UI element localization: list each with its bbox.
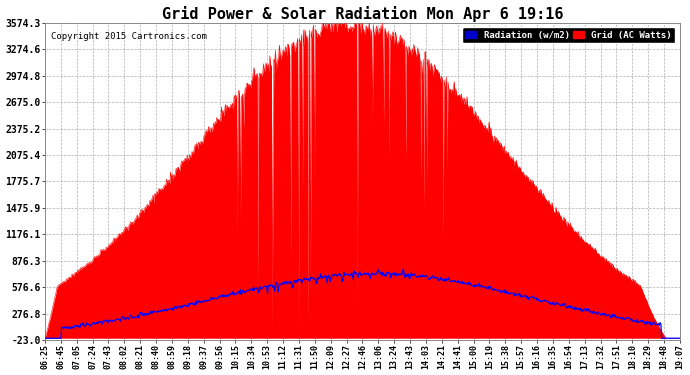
Legend: Radiation (w/m2), Grid (AC Watts): Radiation (w/m2), Grid (AC Watts) xyxy=(462,27,676,44)
Text: Copyright 2015 Cartronics.com: Copyright 2015 Cartronics.com xyxy=(51,32,207,41)
Title: Grid Power & Solar Radiation Mon Apr 6 19:16: Grid Power & Solar Radiation Mon Apr 6 1… xyxy=(161,6,563,21)
